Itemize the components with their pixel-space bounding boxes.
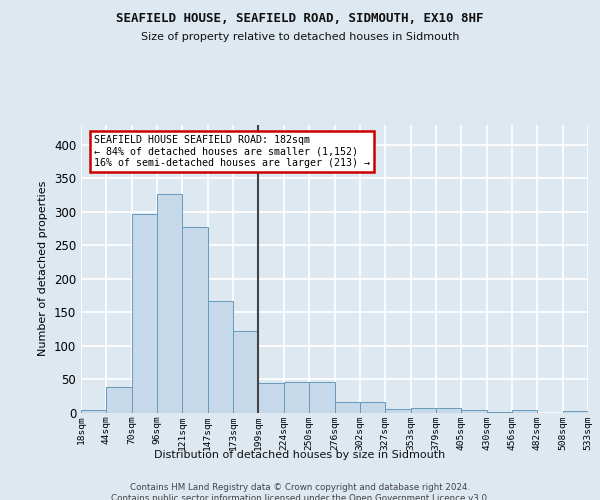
Bar (233, 331, 259, 412)
Bar (309, 382, 335, 412)
Text: Contains HM Land Registry data © Crown copyright and database right 2024.
Contai: Contains HM Land Registry data © Crown c… (110, 484, 490, 500)
Bar (284, 382, 309, 412)
Bar (335, 402, 360, 412)
Bar (436, 408, 461, 412)
Bar (208, 301, 233, 412)
Text: Size of property relative to detached houses in Sidmouth: Size of property relative to detached ho… (141, 32, 459, 42)
Text: Distribution of detached houses by size in Sidmouth: Distribution of detached houses by size … (154, 450, 446, 460)
Y-axis label: Number of detached properties: Number of detached properties (38, 181, 49, 356)
Bar (106, 387, 132, 412)
Bar (157, 194, 182, 412)
Bar (410, 408, 436, 412)
Bar (563, 411, 588, 412)
Bar (259, 383, 284, 412)
Bar (182, 226, 208, 412)
Bar (81, 410, 106, 412)
Bar (512, 410, 538, 412)
Text: SEAFIELD HOUSE SEAFIELD ROAD: 182sqm
← 84% of detached houses are smaller (1,152: SEAFIELD HOUSE SEAFIELD ROAD: 182sqm ← 8… (94, 135, 370, 168)
Bar (132, 214, 157, 412)
Bar (360, 402, 385, 412)
Bar (461, 410, 487, 412)
Bar (385, 409, 410, 412)
Text: SEAFIELD HOUSE, SEAFIELD ROAD, SIDMOUTH, EX10 8HF: SEAFIELD HOUSE, SEAFIELD ROAD, SIDMOUTH,… (116, 12, 484, 26)
